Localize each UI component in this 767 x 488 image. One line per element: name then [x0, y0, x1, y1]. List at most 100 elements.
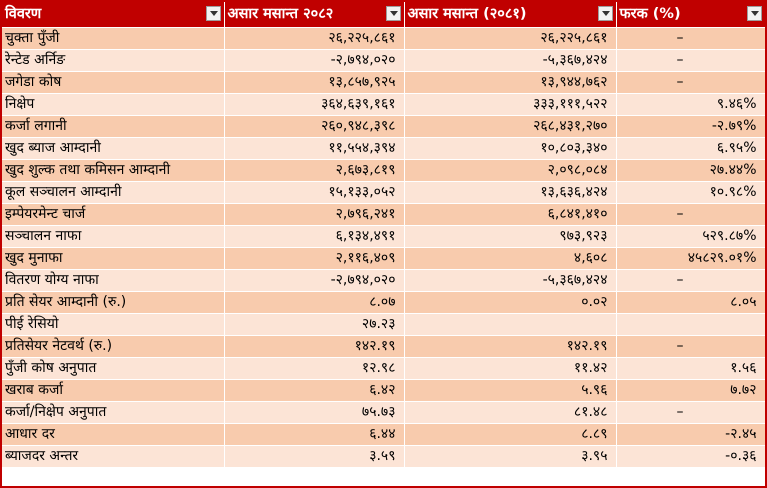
table-row: खराब कर्जा ६.४२ ५.९६ ७.७२	[2, 379, 765, 402]
cell-ashar-2082[interactable]: ६.४२	[224, 379, 405, 402]
cell-difference[interactable]: ६.९५%	[616, 137, 765, 160]
filter-dropdown-icon[interactable]	[205, 6, 221, 21]
cell-ashar-2082[interactable]: २६,२२५,८६१	[224, 27, 405, 50]
table-row: जगेडा कोष १३,८५७,९२५ १३,९४४,७६२–	[2, 71, 765, 94]
cell-ashar-2082[interactable]: ६,१३४,४९१	[224, 225, 405, 248]
cell-ashar-2082[interactable]: २७.२३	[224, 313, 405, 336]
cell-ashar-2081[interactable]: ५.९६	[404, 379, 617, 402]
cell-ashar-2081[interactable]: ११.४२	[404, 357, 617, 380]
table-row: खुद मुनाफा २,११६,४०९ ४,६०८ ४५८२९.०१%	[2, 247, 765, 270]
cell-ashar-2081[interactable]	[404, 313, 617, 336]
cell-ashar-2082[interactable]: २,६७३,८१९	[224, 159, 405, 182]
cell-ashar-2082[interactable]: २,११६,४०९	[224, 247, 405, 270]
cell-description[interactable]: पुँजी कोष अनुपात	[2, 357, 225, 380]
cell-description[interactable]: जगेडा कोष	[2, 71, 225, 94]
cell-ashar-2082[interactable]: १५,१३३,०५२	[224, 181, 405, 204]
cell-description[interactable]: कर्जा/निक्षेप अनुपात	[2, 401, 225, 424]
cell-ashar-2081[interactable]: ८१.४८	[404, 401, 617, 424]
cell-ashar-2082[interactable]: ११,५५४,३९४	[224, 137, 405, 160]
cell-difference[interactable]: ८.०५	[616, 291, 765, 314]
cell-ashar-2081[interactable]: ६,८४१,४१०	[404, 203, 617, 226]
cell-description[interactable]: आधार दर	[2, 423, 225, 446]
table-row: रेन्टेड अर्निङ -२,७९४,०२० -५,३६७,४२४–	[2, 49, 765, 72]
cell-description[interactable]: पीई रेसियो	[2, 313, 225, 336]
cell-difference[interactable]: ५२९.८७%	[616, 225, 765, 248]
cell-ashar-2081[interactable]: ९७३,९२३	[404, 225, 617, 248]
cell-difference[interactable]: -२.७९%	[616, 115, 765, 138]
table-row: कर्जा/निक्षेप अनुपात ७५.७३ ८१.४८–	[2, 401, 765, 424]
cell-ashar-2081[interactable]: ३३३,१११,५२२	[404, 93, 617, 116]
cell-description[interactable]: निक्षेप	[2, 93, 225, 116]
cell-ashar-2082[interactable]: १४२.१९	[224, 335, 405, 358]
table-row: कर्जा लगानी २६०,९४८,३९८ २६८,४३१,२७० -२.७९%	[2, 115, 765, 138]
cell-description[interactable]: कर्जा लगानी	[2, 115, 225, 138]
cell-description[interactable]: ब्याजदर अन्तर	[2, 445, 225, 468]
cell-description[interactable]: प्रतिसेयर नेटवर्थ (रु.)	[2, 335, 225, 358]
cell-difference[interactable]: ४५८२९.०१%	[616, 247, 765, 270]
cell-difference[interactable]: –	[616, 27, 765, 50]
table-row: ब्याजदर अन्तर ३.५९ ३.९५ -०.३६	[2, 445, 765, 468]
cell-ashar-2081[interactable]: २६,२२५,८६१	[404, 27, 617, 50]
cell-ashar-2081[interactable]: ३.९५	[404, 445, 617, 468]
cell-difference[interactable]: ९.४६%	[616, 93, 765, 116]
filter-dropdown-icon[interactable]	[385, 6, 401, 21]
header-description: विवरण	[2, 2, 225, 28]
cell-ashar-2082[interactable]: १३,८५७,९२५	[224, 71, 405, 94]
cell-ashar-2081[interactable]: -५,३६७,४२४	[404, 269, 617, 292]
cell-difference[interactable]: २७.४४%	[616, 159, 765, 182]
cell-difference[interactable]: –	[616, 269, 765, 292]
cell-description[interactable]: कूल सञ्चालन आम्दानी	[2, 181, 225, 204]
cell-ashar-2082[interactable]: -२,७९४,०२०	[224, 269, 405, 292]
cell-description[interactable]: इम्पेयरमेन्ट चार्ज	[2, 203, 225, 226]
cell-description[interactable]: खराब कर्जा	[2, 379, 225, 402]
cell-ashar-2081[interactable]: ०.०२	[404, 291, 617, 314]
cell-ashar-2081[interactable]: ८.८९	[404, 423, 617, 446]
cell-ashar-2081[interactable]: २,०९८,०८४	[404, 159, 617, 182]
cell-difference[interactable]: -०.३६	[616, 445, 765, 468]
cell-ashar-2081[interactable]: १३,६३६,४२४	[404, 181, 617, 204]
cell-difference[interactable]: १.५६	[616, 357, 765, 380]
cell-description[interactable]: खुद शुल्क तथा कमिसन आम्दानी	[2, 159, 225, 182]
cell-ashar-2081[interactable]: ४,६०८	[404, 247, 617, 270]
cell-difference[interactable]: -२.४५	[616, 423, 765, 446]
cell-ashar-2082[interactable]: -२,७९४,०२०	[224, 49, 405, 72]
table-row: निक्षेप ३६४,६३९,१६१ ३३३,१११,५२२ ९.४६%	[2, 93, 765, 116]
cell-ashar-2081[interactable]: १३,९४४,७६२	[404, 71, 617, 94]
header-ashar-2081: असार मसान्त (२०८१)	[404, 2, 617, 28]
cell-difference[interactable]: –	[616, 401, 765, 424]
cell-ashar-2082[interactable]: ३.५९	[224, 445, 405, 468]
filter-dropdown-icon[interactable]	[597, 6, 613, 21]
cell-difference[interactable]: –	[616, 49, 765, 72]
table-row: कूल सञ्चालन आम्दानी १५,१३३,०५२ १३,६३६,४२४ १…	[2, 181, 765, 204]
cell-ashar-2082[interactable]: २,७९६,२४१	[224, 203, 405, 226]
cell-description[interactable]: प्रति सेयर आम्दानी (रु.)	[2, 291, 225, 314]
cell-difference[interactable]: ७.७२	[616, 379, 765, 402]
cell-ashar-2082[interactable]: ६.४४	[224, 423, 405, 446]
cell-ashar-2082[interactable]: ३६४,६३९,१६१	[224, 93, 405, 116]
header-label: असार मसान्त (२०८१)	[407, 5, 527, 22]
financial-table: विवरण असार मसान्त २०८२ असार मसान्त (२०८१…	[2, 2, 765, 468]
cell-difference[interactable]	[616, 313, 765, 336]
cell-description[interactable]: वितरण योग्य नाफा	[2, 269, 225, 292]
header-ashar-2082: असार मसान्त २०८२	[224, 2, 405, 28]
filter-dropdown-icon[interactable]	[746, 6, 762, 21]
cell-description[interactable]: सञ्चालन नाफा	[2, 225, 225, 248]
cell-description[interactable]: चुक्ता पुँजी	[2, 27, 225, 50]
cell-ashar-2082[interactable]: ८.०७	[224, 291, 405, 314]
cell-difference[interactable]: –	[616, 335, 765, 358]
cell-description[interactable]: रेन्टेड अर्निङ	[2, 49, 225, 72]
cell-ashar-2081[interactable]: -५,३६७,४२४	[404, 49, 617, 72]
cell-ashar-2081[interactable]: १४२.१९	[404, 335, 617, 358]
cell-difference[interactable]: १०.९८%	[616, 181, 765, 204]
header-label: फरक (%)	[619, 5, 681, 22]
cell-ashar-2081[interactable]: २६८,४३१,२७०	[404, 115, 617, 138]
cell-ashar-2082[interactable]: ७५.७३	[224, 401, 405, 424]
cell-ashar-2082[interactable]: २६०,९४८,३९८	[224, 115, 405, 138]
cell-description[interactable]: खुद मुनाफा	[2, 247, 225, 270]
cell-ashar-2081[interactable]: १०,८०३,३४०	[404, 137, 617, 160]
cell-description[interactable]: खुद ब्याज आम्दानी	[2, 137, 225, 160]
cell-difference[interactable]: –	[616, 203, 765, 226]
table-row: प्रति सेयर आम्दानी (रु.) ८.०७ ०.०२ ८.०५	[2, 291, 765, 314]
cell-ashar-2082[interactable]: १२.९८	[224, 357, 405, 380]
cell-difference[interactable]: –	[616, 71, 765, 94]
